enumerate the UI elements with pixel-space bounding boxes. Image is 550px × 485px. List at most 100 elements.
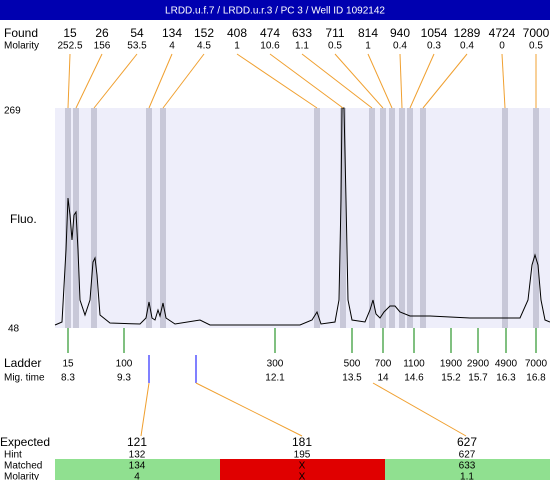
match-fail bbox=[220, 459, 385, 480]
ladder-time: 14 bbox=[377, 373, 389, 384]
peak-molarity: 156 bbox=[94, 41, 111, 52]
peak-band bbox=[160, 108, 166, 328]
peak-band bbox=[91, 108, 97, 328]
y-max: 269 bbox=[4, 106, 21, 117]
matched-molarity: X bbox=[299, 472, 306, 480]
time-label: Mig. time bbox=[4, 373, 45, 384]
ladder-size: 500 bbox=[344, 359, 361, 370]
hint: 195 bbox=[294, 450, 311, 461]
peak-size: 4724 bbox=[489, 26, 516, 40]
plot-area bbox=[55, 108, 550, 328]
peak-molarity: 0.5 bbox=[328, 41, 342, 52]
peak-connector bbox=[148, 53, 173, 109]
matched-molarity: 4 bbox=[134, 472, 140, 480]
molarity-label: Molarity bbox=[4, 41, 39, 52]
matched: X bbox=[299, 461, 306, 472]
peak-molarity: 0 bbox=[499, 41, 505, 52]
peak-connector bbox=[367, 53, 393, 109]
peak-size: 54 bbox=[130, 26, 144, 40]
peak-connector bbox=[93, 53, 138, 109]
trace bbox=[54, 107, 550, 326]
connector bbox=[195, 382, 303, 437]
found-label: Found bbox=[4, 26, 38, 40]
connector bbox=[372, 382, 467, 437]
ladder-time: 14.6 bbox=[404, 373, 424, 384]
peak-band bbox=[314, 108, 320, 328]
peak-connector bbox=[301, 53, 373, 109]
ladder-time: 16.8 bbox=[526, 373, 546, 384]
peak-band bbox=[502, 108, 508, 328]
match-ok bbox=[385, 459, 550, 480]
peak-molarity: 53.5 bbox=[127, 41, 147, 52]
ladder-size: 15 bbox=[62, 359, 74, 370]
ladder-size: 7000 bbox=[525, 359, 548, 370]
peak-size: 940 bbox=[390, 26, 410, 40]
hint-label: Hint bbox=[4, 450, 22, 461]
peak-band bbox=[420, 108, 426, 328]
peak-band bbox=[369, 108, 375, 328]
ladder-time: 12.1 bbox=[265, 373, 285, 384]
peak-molarity: 1 bbox=[365, 41, 371, 52]
peak-size: 1289 bbox=[454, 26, 481, 40]
peak-molarity: 10.6 bbox=[260, 41, 280, 52]
peak-molarity: 0.4 bbox=[393, 41, 407, 52]
peak-size: 26 bbox=[95, 26, 109, 40]
expected-size: 121 bbox=[127, 435, 147, 449]
peak-band bbox=[399, 108, 405, 328]
peak-size: 15 bbox=[63, 26, 77, 40]
ladder-size: 1900 bbox=[440, 359, 463, 370]
peak-molarity: 0.4 bbox=[460, 41, 474, 52]
ladder-time: 8.3 bbox=[61, 373, 75, 384]
peak-connector bbox=[422, 53, 468, 109]
peak-band bbox=[407, 108, 413, 328]
ladder-time: 16.3 bbox=[496, 373, 516, 384]
peak-molarity: 4.5 bbox=[197, 41, 211, 52]
peak-size: 1054 bbox=[421, 26, 448, 40]
peak-size: 408 bbox=[227, 26, 247, 40]
ladder-size: 4900 bbox=[495, 359, 518, 370]
peak-size: 474 bbox=[260, 26, 280, 40]
ladder-time: 13.5 bbox=[342, 373, 362, 384]
peak-molarity: 0.3 bbox=[427, 41, 441, 52]
peak-size: 134 bbox=[162, 26, 182, 40]
peak-size: 633 bbox=[292, 26, 312, 40]
peak-connector bbox=[399, 53, 403, 109]
hint: 132 bbox=[129, 450, 146, 461]
peak-molarity: 252.5 bbox=[57, 41, 82, 52]
peak-band bbox=[533, 108, 539, 328]
peak-connector bbox=[236, 53, 318, 109]
y-min: 48 bbox=[8, 324, 20, 335]
peak-molarity: 0.5 bbox=[529, 41, 543, 52]
ladder-time: 15.7 bbox=[468, 373, 488, 384]
peak-size: 814 bbox=[358, 26, 378, 40]
peak-band bbox=[380, 108, 386, 328]
y-label: Fluo. bbox=[10, 212, 37, 226]
peak-band bbox=[389, 108, 395, 328]
peak-connector bbox=[269, 53, 344, 109]
expected-label: Expected bbox=[0, 435, 50, 449]
ladder-time: 15.2 bbox=[441, 373, 461, 384]
connector bbox=[140, 382, 150, 437]
peak-connector bbox=[162, 53, 205, 109]
peak-connector bbox=[67, 53, 71, 109]
peak-size: 711 bbox=[325, 26, 344, 40]
peak-connector bbox=[334, 53, 384, 109]
expected-size: 627 bbox=[457, 435, 477, 449]
peak-band bbox=[146, 108, 152, 328]
ladder-size: 1100 bbox=[403, 359, 425, 370]
title: LRDD.u.f.7 / LRDD.u.r.3 / PC 3 / Well ID… bbox=[165, 6, 385, 17]
matched: 633 bbox=[459, 461, 476, 472]
ladder-size: 100 bbox=[116, 359, 133, 370]
peak-size: 7000 bbox=[523, 26, 550, 40]
ladder-label: Ladder bbox=[4, 356, 41, 370]
ladder-size: 700 bbox=[375, 359, 392, 370]
peak-molarity: 1.1 bbox=[295, 41, 309, 52]
peak-molarity: 4 bbox=[169, 41, 175, 52]
match-ok bbox=[55, 459, 220, 480]
peak-connector bbox=[501, 53, 506, 109]
peak-band bbox=[65, 108, 71, 328]
peak-connector bbox=[409, 53, 435, 109]
peak-connector bbox=[75, 53, 103, 109]
matched-label: Matched bbox=[4, 461, 42, 472]
